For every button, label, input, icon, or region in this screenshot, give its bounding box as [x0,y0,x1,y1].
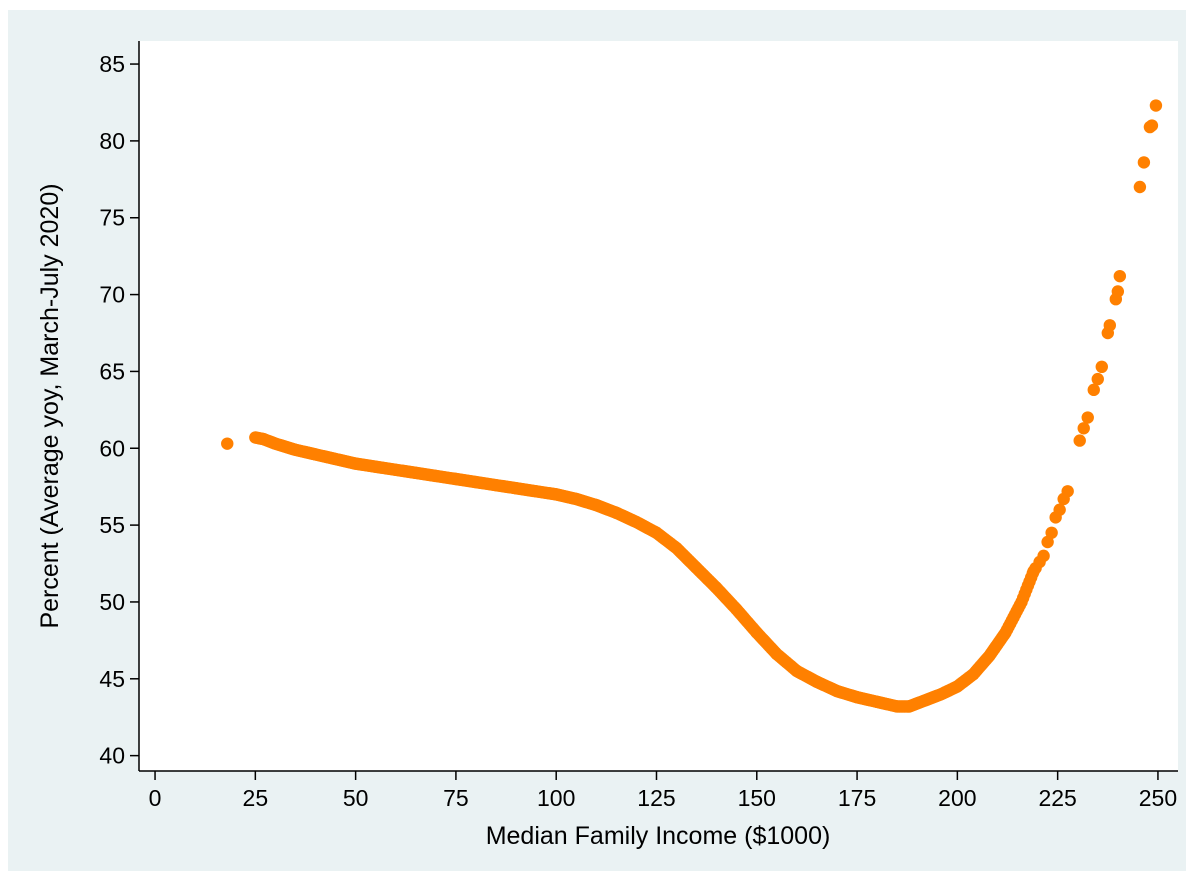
y-tick-label: 60 [99,435,125,461]
data-point [1045,526,1058,539]
data-point [1145,119,1159,132]
x-tick-label: 0 [149,785,162,811]
data-points [221,99,1163,713]
y-axis-title: Percent (Average yoy, March-July 2020) [36,183,64,628]
data-point [1133,180,1147,194]
y-tick-label: 50 [99,589,125,615]
y-tick-label: 65 [99,358,125,384]
x-tick-label: 250 [1139,785,1177,811]
x-tick-label: 25 [243,785,269,811]
data-point [1081,411,1094,424]
x-tick-label: 50 [343,785,369,811]
data-point [1103,319,1117,332]
data-point [1095,360,1108,374]
y-tick-label: 80 [99,128,125,154]
y-tick-label: 45 [99,666,125,692]
x-tick-label: 150 [738,785,776,811]
y-tick-label: 75 [99,205,125,231]
data-point [1149,99,1163,112]
data-point [1087,383,1100,397]
x-axis-title: Median Family Income ($1000) [486,822,831,850]
data-point [1077,422,1090,435]
x-tick-label: 125 [637,785,675,811]
data-point [1113,269,1127,283]
plot-area [139,41,1178,771]
x-tick-label: 200 [938,785,976,811]
data-point [1111,285,1125,298]
scatter-chart: 40 45 50 55 60 65 70 75 80 85 0 25 50 75 100 125 150 175… [36,41,1178,850]
x-axis-ticks: 0 25 50 75 100 125 150 175 200 225 250 [149,771,1177,811]
data-point [1073,434,1086,447]
data-point [1053,503,1066,516]
x-tick-label: 225 [1038,785,1076,811]
x-tick-label: 175 [838,785,876,811]
data-point [1091,372,1104,386]
y-tick-label: 85 [99,51,125,77]
y-tick-label: 70 [99,282,125,308]
data-point [1037,549,1050,563]
data-point [1137,156,1151,169]
y-tick-label: 55 [99,512,125,538]
x-tick-label: 100 [537,785,575,811]
data-point [221,437,234,450]
x-tick-label: 75 [443,785,469,811]
y-axis-ticks: 40 45 50 55 60 65 70 75 80 85 [99,51,139,769]
data-point [1061,485,1074,498]
chart-frame: 40 45 50 55 60 65 70 75 80 85 0 25 50 75 100 125 150 175… [8,10,1186,871]
y-tick-label: 40 [99,743,125,769]
